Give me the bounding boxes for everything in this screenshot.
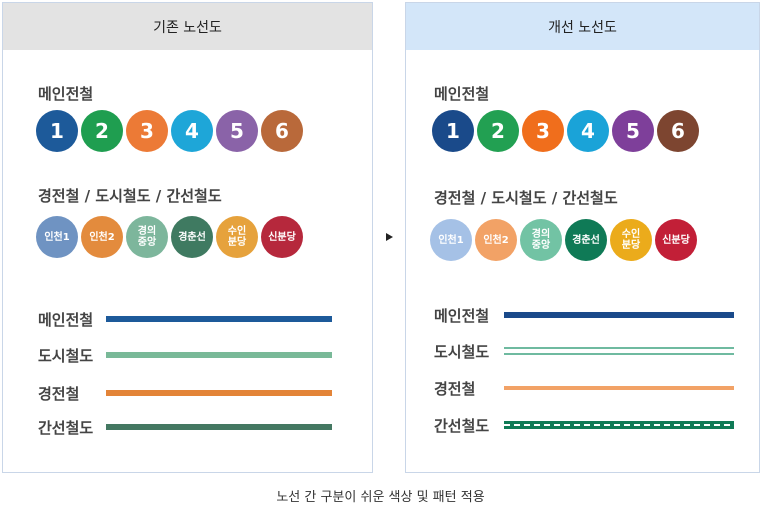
legend-label: 메인전철 (38, 311, 94, 329)
metro-line-badge: 3 (522, 110, 564, 152)
other-line-badge: 경의 중앙 (520, 219, 562, 261)
other-line-badge: 인천2 (475, 219, 517, 261)
other-line-badge: 경춘선 (171, 216, 213, 258)
legend-line-sample (106, 390, 332, 396)
metro-line-badge: 2 (81, 110, 123, 152)
other-section-title: 경전철 / 도시철도 / 간선철도 (434, 189, 618, 207)
legend-label: 경전철 (434, 380, 476, 398)
other-line-badge: 인천2 (81, 216, 123, 258)
other-line-badge: 인천1 (430, 219, 472, 261)
metro-line-badge: 1 (36, 110, 78, 152)
other-line-badge: 신분당 (655, 219, 697, 261)
metro-line-badge: 6 (261, 110, 303, 152)
metro-section-title: 메인전철 (38, 85, 94, 103)
legend-label: 도시철도 (38, 347, 94, 365)
other-section-title: 경전철 / 도시철도 / 간선철도 (38, 187, 222, 205)
other-line-badge: 신분당 (261, 216, 303, 258)
other-line-badge: 경춘선 (565, 219, 607, 261)
metro-section-title: 메인전철 (434, 85, 490, 103)
panel-header-improved: 개선 노선도 (406, 3, 759, 50)
metro-line-badge: 6 (657, 110, 699, 152)
metro-line-badge: 3 (126, 110, 168, 152)
other-line-badge: 인천1 (36, 216, 78, 258)
legend-label: 경전철 (38, 385, 80, 403)
legend-line-sample (106, 424, 332, 430)
metro-line-badge: 4 (567, 110, 609, 152)
legend-line-sample (504, 421, 734, 429)
legend-line-sample (504, 312, 734, 318)
legend-line-sample (106, 316, 332, 322)
legend-label: 간선철도 (434, 417, 490, 435)
figure-caption: 노선 간 구분이 쉬운 색상 및 패턴 적용 (276, 490, 485, 505)
arrow-icon (386, 233, 393, 241)
metro-line-badge: 1 (432, 110, 474, 152)
legend-line-sample (504, 386, 734, 390)
legend-label: 도시철도 (434, 343, 490, 361)
legend-label: 간선철도 (38, 419, 94, 437)
legend-line-sample (504, 347, 734, 355)
metro-line-badge: 4 (171, 110, 213, 152)
metro-line-badge: 5 (216, 110, 258, 152)
other-line-badge: 수인 분당 (216, 216, 258, 258)
legend-label: 메인전철 (434, 307, 490, 325)
dash-pattern (504, 424, 734, 426)
other-line-badges: 인천1 인천2 경의 중앙 경춘선 수인 분당 신분당 (36, 216, 306, 258)
other-line-badges: 인천1 인천2 경의 중앙 경춘선 수인 분당 신분당 (430, 219, 700, 261)
metro-line-badge: 5 (612, 110, 654, 152)
metro-line-badge: 2 (477, 110, 519, 152)
other-line-badge: 경의 중앙 (126, 216, 168, 258)
panel-header-existing: 기존 노선도 (3, 3, 372, 50)
legend-line-sample (106, 352, 332, 358)
other-line-badge: 수인 분당 (610, 219, 652, 261)
